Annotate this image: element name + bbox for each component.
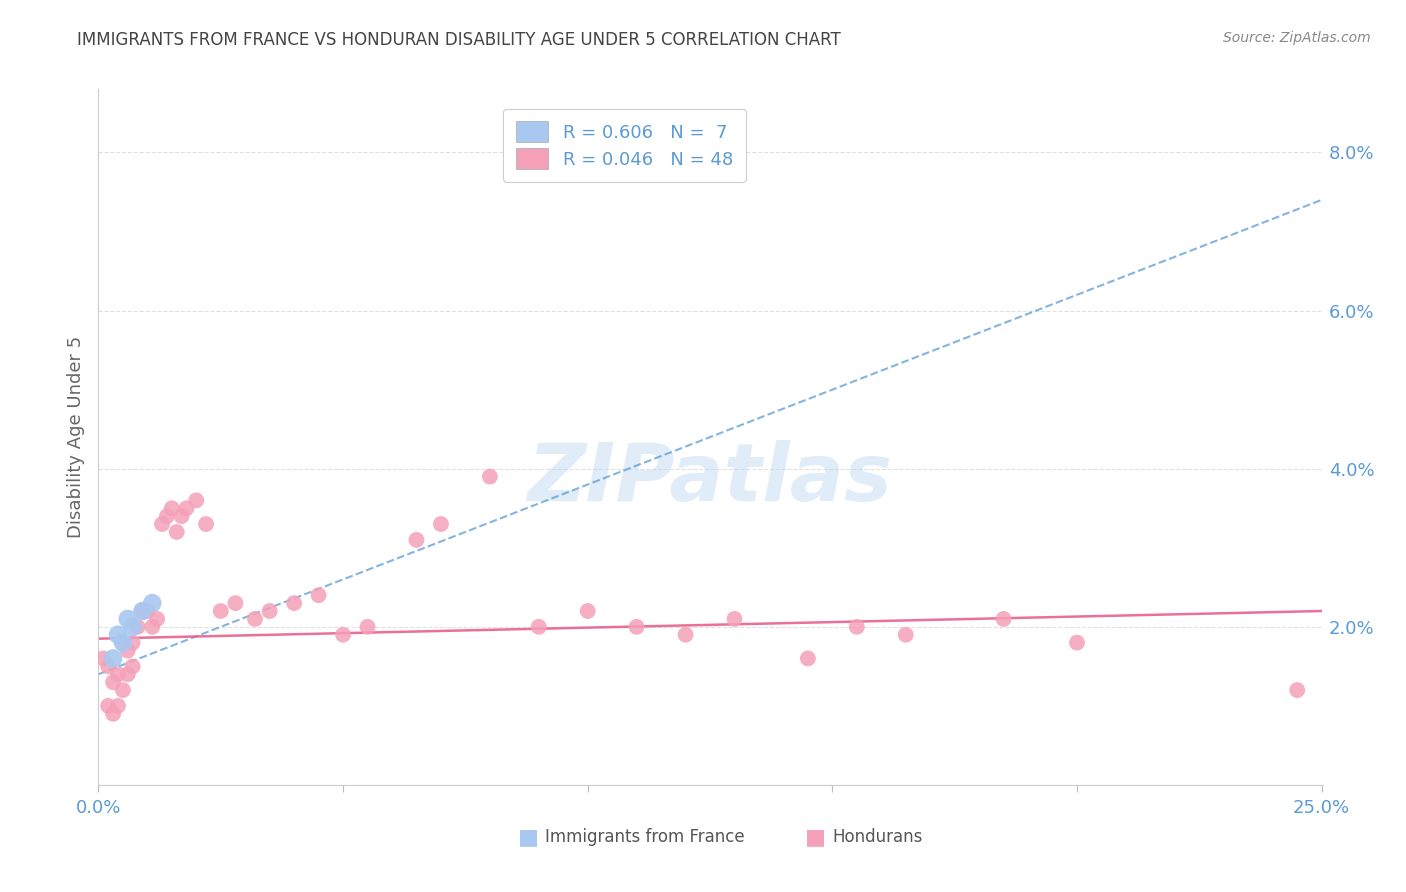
Point <box>107 667 129 681</box>
Point <box>243 612 266 626</box>
Point <box>209 604 232 618</box>
Text: Immigrants from France: Immigrants from France <box>546 828 745 847</box>
Point <box>141 620 163 634</box>
Point <box>146 612 169 626</box>
Point <box>195 516 218 531</box>
Point <box>186 493 208 508</box>
Point <box>111 635 134 649</box>
Point <box>107 698 129 713</box>
Point <box>626 620 648 634</box>
Point <box>127 620 149 634</box>
Point <box>405 533 427 547</box>
Text: Hondurans: Hondurans <box>832 828 922 847</box>
Text: IMMIGRANTS FROM FRANCE VS HONDURAN DISABILITY AGE UNDER 5 CORRELATION CHART: IMMIGRANTS FROM FRANCE VS HONDURAN DISAB… <box>77 31 841 49</box>
Point <box>107 628 129 642</box>
Point <box>160 501 183 516</box>
Point <box>131 604 153 618</box>
Point <box>156 509 179 524</box>
Legend: R = 0.606   N =  7, R = 0.046   N = 48: R = 0.606 N = 7, R = 0.046 N = 48 <box>503 109 745 182</box>
Point <box>993 612 1015 626</box>
Point <box>101 706 124 721</box>
Point <box>675 628 697 642</box>
Point <box>101 651 124 665</box>
Point <box>478 469 501 483</box>
Text: ZIPatlas: ZIPatlas <box>527 440 893 518</box>
Point <box>576 604 599 618</box>
Point <box>308 588 330 602</box>
Point <box>332 628 354 642</box>
Point <box>117 643 139 657</box>
Point <box>723 612 745 626</box>
Y-axis label: Disability Age Under 5: Disability Age Under 5 <box>66 336 84 538</box>
Point <box>845 620 868 634</box>
Text: Source: ZipAtlas.com: Source: ZipAtlas.com <box>1223 31 1371 45</box>
Point <box>430 516 453 531</box>
Point <box>141 596 163 610</box>
Point <box>111 635 134 649</box>
Point <box>97 659 120 673</box>
Point <box>259 604 281 618</box>
Text: ■: ■ <box>517 827 538 847</box>
Point <box>797 651 820 665</box>
Point <box>121 635 143 649</box>
Point <box>166 524 188 539</box>
Point <box>117 667 139 681</box>
Point <box>97 698 120 713</box>
Point <box>136 604 159 618</box>
Point <box>150 516 173 531</box>
Point <box>283 596 305 610</box>
Text: ■: ■ <box>806 827 827 847</box>
Point <box>176 501 198 516</box>
Point <box>1066 635 1088 649</box>
Point <box>527 620 550 634</box>
Point <box>170 509 193 524</box>
Point <box>121 620 143 634</box>
Point <box>101 675 124 690</box>
Point <box>111 683 134 698</box>
Point <box>91 651 114 665</box>
Point <box>121 659 143 673</box>
Point <box>131 604 153 618</box>
Point <box>894 628 917 642</box>
Point <box>224 596 246 610</box>
Point <box>1286 683 1309 698</box>
Point <box>117 612 139 626</box>
Point <box>356 620 378 634</box>
